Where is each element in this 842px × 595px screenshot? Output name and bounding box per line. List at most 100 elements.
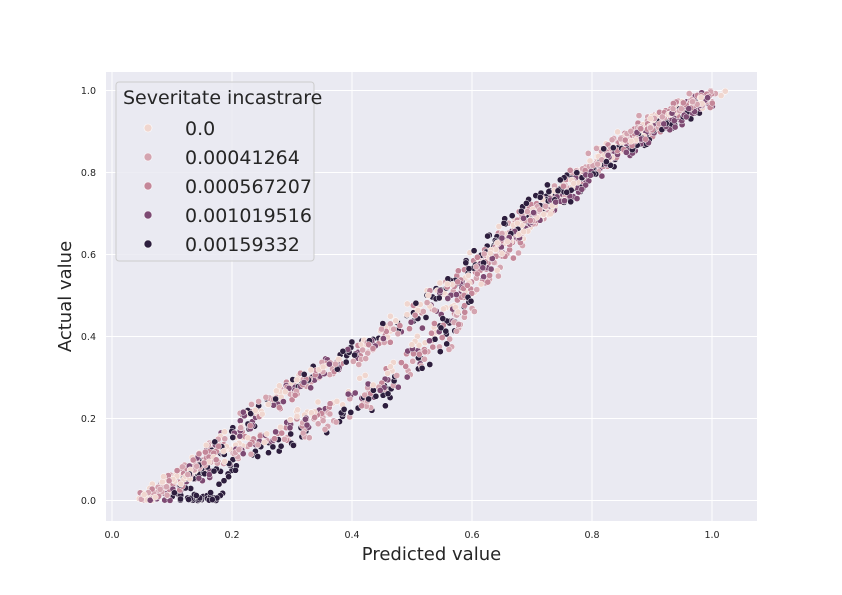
- data-point: [622, 149, 630, 156]
- legend-marker: [143, 210, 153, 220]
- data-point: [437, 324, 445, 332]
- data-point: [403, 311, 411, 318]
- data-point: [263, 430, 271, 438]
- data-point: [246, 441, 254, 448]
- data-point: [573, 195, 581, 202]
- data-point: [647, 124, 654, 132]
- data-point: [438, 334, 446, 341]
- data-point: [302, 415, 309, 423]
- data-point: [670, 117, 678, 125]
- data-point: [393, 372, 401, 379]
- data-point: [293, 376, 301, 384]
- data-point: [291, 391, 299, 399]
- data-point: [431, 306, 438, 314]
- legend-marker: [143, 181, 153, 191]
- data-point: [556, 176, 564, 184]
- legend-entry: 0.001019516: [185, 205, 312, 227]
- data-point: [415, 350, 423, 358]
- data-point: [247, 450, 255, 458]
- data-point: [307, 384, 315, 392]
- data-point: [440, 305, 447, 313]
- data-point: [455, 321, 463, 328]
- data-point: [215, 480, 223, 488]
- data-point: [193, 462, 201, 470]
- data-point: [530, 209, 537, 216]
- data-point: [443, 280, 451, 288]
- data-point: [685, 105, 693, 112]
- data-point: [308, 409, 315, 417]
- data-point: [163, 491, 171, 499]
- data-point: [210, 467, 218, 475]
- data-point: [473, 270, 481, 278]
- x-tick-label: 0.8: [584, 530, 599, 541]
- data-point: [265, 449, 272, 457]
- data-point: [347, 409, 355, 416]
- data-point: [600, 145, 608, 153]
- data-point: [418, 364, 426, 372]
- data-point: [408, 341, 416, 349]
- data-point: [609, 144, 617, 152]
- data-point: [403, 373, 411, 381]
- data-point: [212, 456, 220, 464]
- data-point: [319, 417, 327, 425]
- data-point: [443, 340, 451, 348]
- data-point: [272, 428, 279, 436]
- data-point: [464, 281, 471, 289]
- data-point: [275, 404, 283, 411]
- data-point: [252, 406, 259, 414]
- data-point: [359, 346, 366, 354]
- data-point: [305, 434, 313, 442]
- x-tick-label: 1.0: [704, 530, 719, 541]
- data-point: [470, 247, 478, 255]
- data-point: [160, 473, 167, 480]
- data-point: [477, 280, 485, 288]
- data-point: [540, 210, 548, 218]
- data-point: [376, 387, 384, 394]
- data-point: [382, 402, 389, 410]
- data-point: [406, 325, 413, 333]
- data-point: [365, 341, 372, 348]
- data-point: [307, 366, 315, 374]
- legend-title: Severitate incastrare: [123, 87, 322, 109]
- data-point: [464, 272, 472, 279]
- data-point: [339, 347, 347, 355]
- data-point: [173, 467, 181, 474]
- data-point: [454, 278, 462, 286]
- data-point: [614, 128, 621, 136]
- data-point: [277, 442, 285, 450]
- data-point: [177, 495, 184, 503]
- grid: [106, 72, 757, 521]
- data-point: [239, 408, 247, 416]
- data-point: [484, 232, 491, 240]
- data-point: [517, 207, 525, 215]
- data-point: [423, 299, 431, 306]
- data-point: [426, 361, 434, 368]
- data-point: [348, 338, 356, 346]
- data-point: [355, 361, 363, 368]
- data-point: [431, 335, 439, 343]
- data-point: [380, 335, 387, 342]
- data-point: [685, 90, 693, 97]
- data-point: [281, 435, 288, 443]
- data-point: [356, 374, 364, 382]
- data-point: [453, 327, 460, 335]
- data-point: [682, 113, 690, 121]
- data-point: [254, 441, 262, 449]
- data-point: [484, 278, 492, 286]
- data-point: [598, 172, 606, 180]
- data-point: [332, 360, 339, 368]
- data-point: [471, 308, 478, 315]
- data-point: [326, 410, 334, 418]
- data-point: [498, 234, 506, 242]
- data-point: [552, 198, 560, 206]
- data-point: [593, 145, 600, 152]
- data-point: [647, 115, 654, 123]
- data-point: [258, 410, 266, 418]
- data-point: [421, 355, 428, 363]
- data-point: [273, 387, 280, 395]
- y-tick-label: 0.4: [81, 332, 96, 343]
- data-point: [156, 486, 164, 493]
- data-point: [208, 496, 216, 503]
- data-point: [515, 249, 522, 257]
- data-point: [280, 398, 287, 405]
